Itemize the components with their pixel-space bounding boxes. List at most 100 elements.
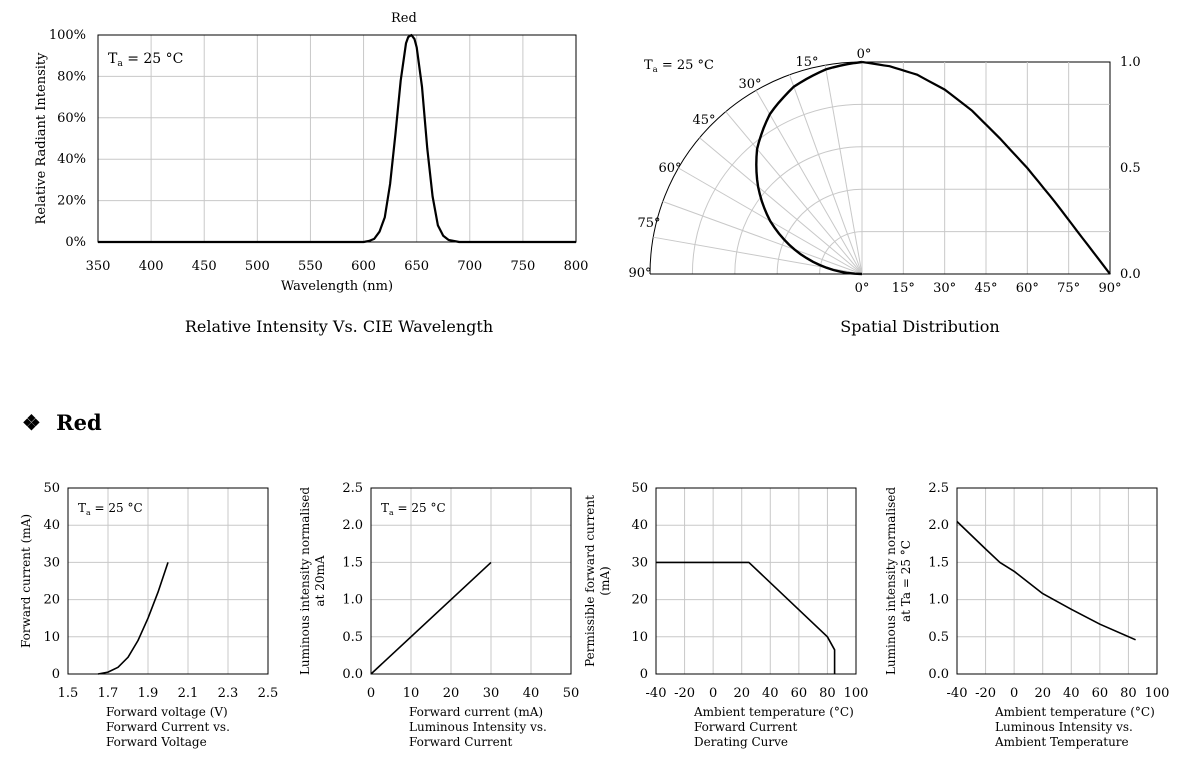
y-tick-label: 0.0 — [1120, 267, 1141, 282]
x-tick-label: 20 — [1034, 686, 1051, 701]
x-tick-label: 0 — [709, 686, 717, 701]
angle-label: 75° — [637, 216, 660, 231]
derating-curve-chart: -40 -20 0 20 40 60 80 100 0 10 20 30 40 50 Ambient tem… — [583, 481, 868, 749]
chart-caption-line: Ambient Temperature — [994, 735, 1129, 749]
x-tick-label: 45° — [974, 281, 997, 296]
y-tick-label: 10 — [43, 630, 60, 645]
chart-caption-line: Forward Current — [694, 720, 798, 734]
x-tick-label: 80 — [1120, 686, 1137, 701]
temperature-annotation: Ta = 25 °C — [381, 501, 446, 517]
temperature-annotation: Ta = 25 °C — [644, 58, 714, 74]
x-tick-label: 650 — [404, 259, 429, 274]
section-title-text: Red — [56, 410, 102, 435]
forward-current-vs-voltage-chart: 1.5 1.7 1.9 2.1 2.3 2.5 0 10 20 30 40 50 Ta = 25 °C F… — [19, 481, 278, 749]
y-tick-label: 100% — [49, 28, 86, 43]
x-tick-label: 0° — [855, 281, 870, 296]
chart-caption-line: Forward Current vs. — [106, 720, 230, 734]
x-tick-label: 30° — [933, 281, 956, 296]
y-tick-label: 1.5 — [342, 555, 363, 570]
chart-caption-line: Derating Curve — [694, 735, 788, 749]
polar-grid-arc — [776, 188, 863, 275]
temperature-annotation: Ta = 25 °C — [78, 501, 143, 517]
y-tick-label: 0 — [640, 667, 648, 682]
y-tick-label: 1.0 — [342, 593, 363, 608]
y-axis-label: at 20mA — [313, 555, 327, 606]
y-tick-label: 30 — [631, 555, 648, 570]
x-tick-label: 60° — [1016, 281, 1039, 296]
series-line — [98, 33, 576, 244]
x-axis-label: Ambient temperature (°C) — [994, 705, 1155, 719]
y-tick-label: 40 — [43, 518, 60, 533]
y-tick-label: 0.5 — [342, 630, 363, 645]
polar-grid-arc — [691, 103, 863, 275]
x-tick-label: 800 — [564, 259, 589, 274]
x-tick-label: 2.1 — [178, 686, 199, 701]
x-tick-label: 100 — [1145, 686, 1170, 701]
y-tick-label: 1.0 — [928, 593, 949, 608]
y-axis-label: (mA) — [598, 566, 612, 595]
angle-label: 90° — [628, 266, 651, 281]
plot-frame — [370, 487, 572, 675]
plot-frame — [655, 487, 857, 675]
series-line — [97, 562, 169, 675]
x-tick-label: 1.9 — [138, 686, 159, 701]
y-tick-label: 20 — [631, 593, 648, 608]
angle-label: 0° — [857, 47, 872, 62]
x-tick-label: -20 — [975, 686, 996, 701]
x-tick-label: 20 — [733, 686, 750, 701]
series-line — [656, 561, 836, 674]
x-tick-label: 20 — [443, 686, 460, 701]
x-tick-label: 0 — [367, 686, 375, 701]
polar-grid-radial — [789, 74, 863, 275]
y-tick-label: 0% — [65, 235, 86, 250]
y-tick-label: 0 — [52, 667, 60, 682]
x-tick-label: 750 — [510, 259, 535, 274]
y-tick-label: 0.5 — [1120, 161, 1141, 176]
y-tick-label: 80% — [57, 69, 86, 84]
x-tick-label: 80 — [819, 686, 836, 701]
y-tick-label: 0.5 — [928, 630, 949, 645]
x-tick-label: -20 — [674, 686, 695, 701]
polar-grid-radial — [699, 137, 863, 275]
y-tick-label: 40% — [57, 152, 86, 167]
x-axis-label: Wavelength (nm) — [281, 279, 393, 294]
x-axis-label: Forward voltage (V) — [106, 705, 228, 719]
polar-intensity-curve — [755, 60, 863, 276]
cartesian-intensity-curve — [861, 60, 1111, 275]
polar-grid-radial — [725, 111, 863, 275]
series-line — [370, 561, 492, 675]
y-tick-label: 20 — [43, 593, 60, 608]
polar-grid-radial — [824, 65, 863, 275]
y-tick-label: 30 — [43, 555, 60, 570]
luminous-intensity-vs-current-chart: 0 10 20 30 40 50 0.0 0.5 1.0 1.5 2.0 2.5 Ta = 25 °C F… — [298, 481, 579, 749]
x-tick-label: 450 — [192, 259, 217, 274]
x-tick-label: 600 — [351, 259, 376, 274]
polar-grid-radial — [662, 201, 863, 275]
chart-caption-line: Luminous Intensity vs. — [409, 720, 547, 734]
y-tick-label: 0.0 — [928, 667, 949, 682]
x-tick-label: -40 — [947, 686, 968, 701]
spatial-distribution-chart: 0° 15° 30° 45° 60° 75° 90° 0° 15° 30° 45° 60° 75° 90°… — [628, 47, 1140, 336]
series-line — [956, 520, 1136, 641]
x-tick-label: 500 — [245, 259, 270, 274]
angle-label: 30° — [738, 77, 761, 92]
chart-caption-line: Forward Current — [409, 735, 513, 749]
x-tick-label: 550 — [298, 259, 323, 274]
x-axis-label: Ambient temperature (°C) — [693, 705, 854, 719]
y-axis-label: at Ta = 25 °C — [899, 540, 913, 622]
y-axis-label: Relative Radiant Intensity — [34, 52, 49, 225]
chart-caption-line: Forward Voltage — [106, 735, 207, 749]
x-tick-label: 350 — [86, 259, 111, 274]
polar-grid-arc — [734, 146, 863, 275]
y-axis-label: Forward current (mA) — [19, 514, 33, 648]
x-tick-label: 90° — [1098, 281, 1121, 296]
x-tick-label: 1.7 — [98, 686, 119, 701]
y-tick-label: 50 — [43, 481, 60, 496]
luminous-intensity-vs-temperature-chart: -40 -20 0 20 40 60 80 100 0.0 0.5 1.0 1.5 2.0 2.5 Ambi… — [884, 481, 1169, 749]
chart-title: Red — [391, 11, 417, 26]
y-tick-label: 20% — [57, 194, 86, 209]
y-tick-label: 40 — [631, 518, 648, 533]
spectrum-chart: 350 400 450 500 550 600 650 700 750 800 0% 20% 40% 60… — [34, 11, 588, 336]
y-tick-label: 2.5 — [342, 481, 363, 496]
